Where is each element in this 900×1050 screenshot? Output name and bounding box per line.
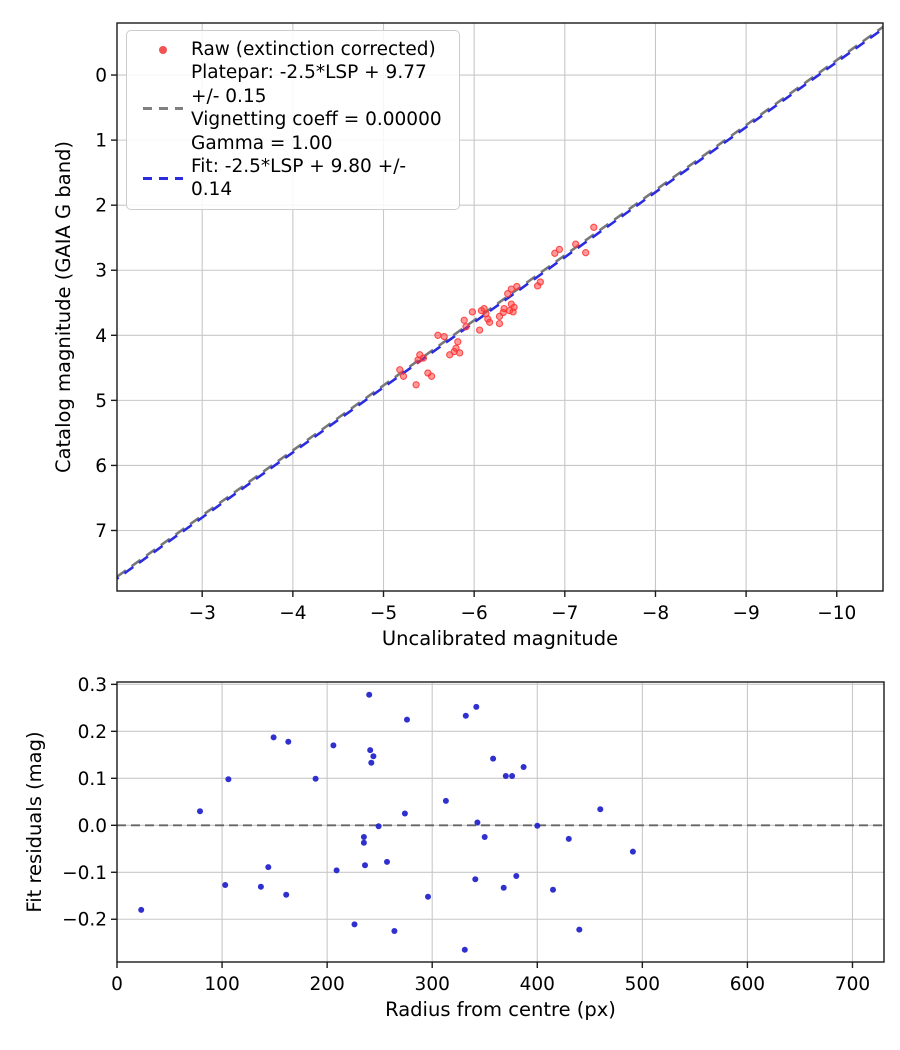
svg-text:400: 400 bbox=[520, 974, 555, 995]
svg-text:0: 0 bbox=[111, 974, 123, 995]
svg-text:−3: −3 bbox=[189, 603, 216, 624]
plot-data bbox=[117, 691, 884, 953]
svg-text:−7: −7 bbox=[551, 603, 578, 624]
svg-text:−5: −5 bbox=[370, 603, 397, 624]
svg-text:200: 200 bbox=[309, 974, 344, 995]
axes-spines bbox=[116, 681, 885, 963]
legend-fit-label: Fit: -2.5*LSP + 9.80 +/- 0.14 bbox=[191, 156, 407, 201]
legend-item-fit: Fit: -2.5*LSP + 9.80 +/- 0.14 bbox=[135, 155, 451, 202]
svg-text:0: 0 bbox=[95, 66, 107, 87]
svg-text:7: 7 bbox=[95, 521, 107, 542]
x-axis-label: Uncalibrated magnitude bbox=[382, 627, 618, 650]
series-raw-extinction-corrected bbox=[396, 223, 598, 389]
svg-text:500: 500 bbox=[625, 974, 660, 995]
svg-text:1: 1 bbox=[95, 131, 107, 152]
gridlines bbox=[116, 682, 884, 962]
plot-data bbox=[117, 25, 883, 580]
y-axis-label: Fit residuals (mag) bbox=[23, 731, 46, 912]
legend-raw-label: Raw (extinction corrected) bbox=[191, 39, 436, 60]
platepar-line bbox=[117, 25, 883, 578]
svg-text:−0.1: −0.1 bbox=[62, 863, 107, 884]
y-axis-label: Catalog magnitude (GAIA G band) bbox=[52, 141, 75, 473]
svg-text:3: 3 bbox=[95, 261, 107, 282]
series-residuals bbox=[138, 691, 636, 953]
svg-text:6: 6 bbox=[95, 456, 107, 477]
fit-dashed-line-icon bbox=[143, 176, 183, 180]
fit-residuals-plot: 0 100 200 300 400 500 600 700 −0.2 −0.1 0.0 0.1 0.2 0… bbox=[23, 675, 885, 1021]
platepar-dashed-line-icon bbox=[143, 106, 183, 110]
fit-line bbox=[117, 27, 883, 580]
svg-text:0.3: 0.3 bbox=[78, 675, 107, 696]
ticks-and-labels: 0 100 200 300 400 500 600 700 −0.2 −0.1 0.0 0.1 0.2 0… bbox=[62, 675, 870, 995]
svg-text:5: 5 bbox=[95, 391, 107, 412]
svg-text:−9: −9 bbox=[732, 603, 759, 624]
x-axis-label: Radius from centre (px) bbox=[385, 998, 616, 1021]
svg-text:0.0: 0.0 bbox=[78, 816, 107, 837]
legend-platepar-label: Platepar: -2.5*LSP + 9.77 +/- 0.15 Vigne… bbox=[191, 62, 442, 154]
svg-text:−6: −6 bbox=[461, 603, 488, 624]
svg-text:−10: −10 bbox=[817, 603, 856, 624]
legend: Raw (extinction corrected) Platepar: -2.… bbox=[126, 30, 460, 210]
svg-text:700: 700 bbox=[835, 974, 870, 995]
svg-text:−8: −8 bbox=[642, 603, 669, 624]
legend-item-raw: Raw (extinction corrected) bbox=[135, 38, 451, 61]
svg-text:2: 2 bbox=[95, 196, 107, 217]
svg-text:−0.2: −0.2 bbox=[62, 910, 107, 931]
svg-text:300: 300 bbox=[415, 974, 450, 995]
svg-text:−4: −4 bbox=[279, 603, 306, 624]
svg-text:0.2: 0.2 bbox=[78, 722, 107, 743]
raw-scatter-marker-icon bbox=[159, 45, 167, 54]
ticks-and-labels: −3 −4 −5 −6 −7 −8 −9 −10 0 1 2 3 4 5 6 7 bbox=[95, 66, 856, 624]
axes-spines bbox=[116, 22, 884, 592]
svg-text:0.1: 0.1 bbox=[78, 769, 107, 790]
legend-item-platepar: Platepar: -2.5*LSP + 9.77 +/- 0.15 Vigne… bbox=[135, 61, 451, 155]
svg-text:4: 4 bbox=[95, 326, 107, 347]
svg-text:600: 600 bbox=[730, 974, 765, 995]
svg-text:100: 100 bbox=[204, 974, 239, 995]
